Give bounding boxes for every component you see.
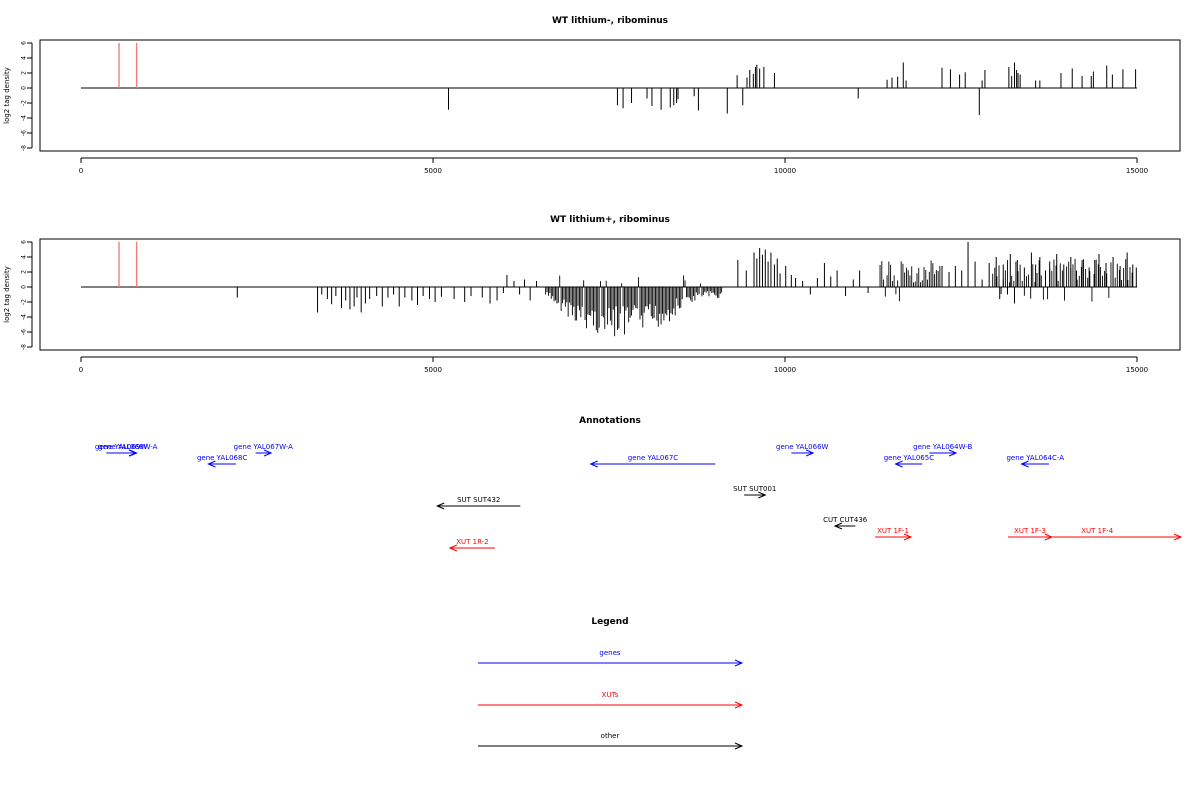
panel-lithium-plus: WT lithium+, ribominus 6 4 2 0 -2 -4 -6 -8 log2 t…	[3, 215, 1181, 374]
legend-title: Legend	[591, 617, 628, 627]
x-tick-label: 10000	[774, 366, 796, 374]
annotation-label: gene YAL068W-A	[98, 443, 158, 451]
y-tick-label: -6	[21, 130, 28, 136]
annotation-label: gene YAL066W	[776, 443, 829, 451]
legend-arrow-head	[734, 659, 744, 667]
annotation-arrow-head	[1020, 460, 1029, 468]
annotation-label: SUT SUT432	[457, 496, 500, 504]
annotation-label: gene YAL064C-A	[1006, 454, 1064, 462]
y-tick-label: 6	[21, 240, 28, 244]
legend-label: genes	[599, 649, 620, 657]
y-tick-label: 0	[21, 86, 28, 90]
annotation-label: gene YAL068C	[197, 454, 248, 462]
annotation-label: gene YAL064W-B	[913, 443, 972, 451]
annotation-arrow-head	[129, 449, 138, 457]
annotation-label: XUT 1F-1	[877, 527, 909, 535]
annotation-arrow-head	[894, 460, 903, 468]
legend-arrow-head	[734, 701, 744, 709]
y-axis-label: log2 tag density	[3, 67, 11, 124]
x-tick-label: 0	[79, 167, 83, 175]
x-tick-label: 5000	[424, 366, 442, 374]
y-tick-label: -6	[21, 329, 28, 335]
y-axis-label: log2 tag density	[3, 266, 11, 323]
annotation-label: XUT 1F-4	[1081, 527, 1113, 535]
x-tick-label: 5000	[424, 167, 442, 175]
annotation-label: gene YAL067C	[628, 454, 679, 462]
annotation-arrow-head	[435, 502, 445, 510]
x-tick-label: 10000	[774, 167, 796, 175]
legend-panel: Legend genes XUTs other	[478, 617, 744, 750]
y-tick-label: 2	[21, 270, 28, 274]
y-tick-label: 2	[21, 71, 28, 75]
annotation-arrow-head	[448, 544, 458, 552]
annotation-arrow-head	[833, 522, 843, 530]
x-tick-label: 15000	[1126, 167, 1148, 175]
y-tick-label: 0	[21, 285, 28, 289]
annotation-arrow-head	[207, 460, 216, 468]
y-tick-label: -8	[21, 145, 28, 151]
annotation-label: XUT 1F-3	[1014, 527, 1046, 535]
annotation-arrow-head	[758, 491, 767, 499]
annotation-label: gene YAL065C	[884, 454, 935, 462]
legend-arrow-head	[734, 742, 744, 750]
annotation-label: SUT SUT001	[733, 485, 776, 493]
y-tick-label: 4	[21, 56, 28, 60]
y-tick-label: 4	[21, 255, 28, 259]
y-tick-label: -4	[21, 314, 28, 320]
panel-title: WT lithium+, ribominus	[550, 215, 670, 225]
x-tick-label: 0	[79, 366, 83, 374]
annotation-arrow-head	[903, 533, 913, 541]
y-tick-label: 6	[21, 41, 28, 45]
y-tick-label: -2	[21, 100, 28, 106]
annotation-label: gene YAL069W	[95, 443, 148, 451]
panel-title: WT lithium-, ribominus	[552, 16, 668, 26]
annotation-arrow-head	[805, 449, 815, 457]
plot-frame	[39, 238, 1181, 351]
annotation-arrow-head	[263, 449, 273, 457]
annotation-label: CUT CUT436	[823, 516, 868, 524]
annotation-arrow-head	[948, 449, 958, 457]
y-tick-label: -2	[21, 299, 28, 305]
annotation-label: gene YAL067W-A	[234, 443, 294, 451]
legend-label: other	[601, 732, 620, 740]
y-tick-label: -4	[21, 115, 28, 121]
panel-lithium-minus: WT lithium-, ribominus 6 4 2 0 -2 -4 -6 -8 log2 t…	[3, 16, 1181, 175]
annotations-title: Annotations	[579, 416, 641, 426]
x-tick-label: 15000	[1126, 366, 1148, 374]
legend-label: XUTs	[602, 691, 619, 699]
y-tick-label: -8	[21, 344, 28, 350]
annotation-arrow-head	[1173, 533, 1183, 541]
plot-frame	[39, 39, 1181, 152]
annotation-label: XUT 1R-2	[456, 538, 488, 546]
annotation-arrow-head	[589, 460, 598, 468]
